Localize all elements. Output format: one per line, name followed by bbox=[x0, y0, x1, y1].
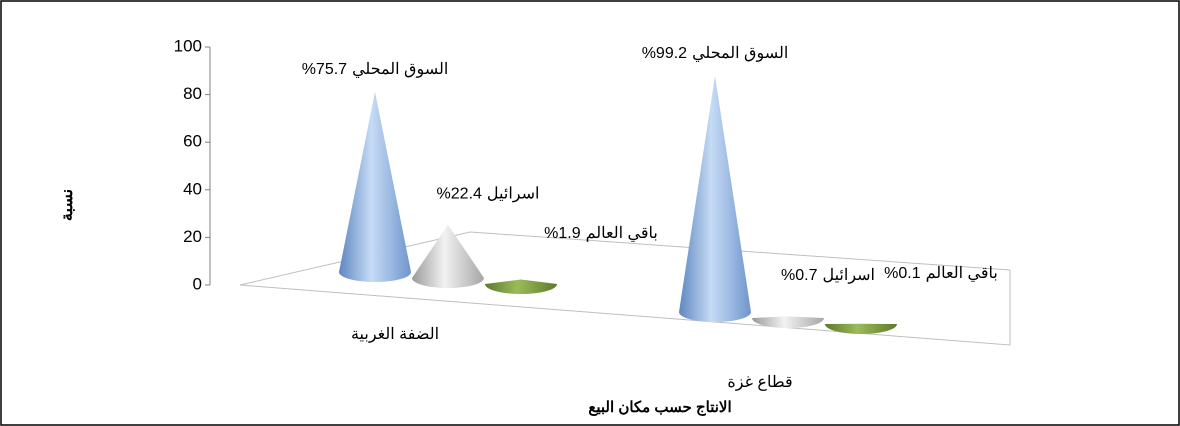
y-tick-label: 80 bbox=[183, 84, 202, 103]
x-tick-label: الضفة الغربية bbox=[351, 326, 439, 343]
floor-front bbox=[239, 270, 1011, 346]
x-tick-label: قطاع غزة bbox=[727, 374, 792, 391]
cone bbox=[339, 91, 411, 282]
cone bbox=[679, 75, 751, 323]
y-tick-label: 0 bbox=[193, 274, 202, 293]
y-tick-label: 100 bbox=[174, 36, 202, 55]
data-label: %75.7 السوق المحلي bbox=[302, 61, 449, 78]
data-label-value: %0.1 bbox=[884, 265, 921, 282]
data-label-value: %0.7 bbox=[781, 267, 818, 284]
data-label: %0.1 باقي العالم bbox=[884, 265, 998, 282]
data-label-value: %1.9 bbox=[544, 225, 581, 242]
data-label-series: باقي العالم bbox=[586, 225, 658, 242]
cone bbox=[485, 279, 557, 294]
data-label-series: السوق المحلي bbox=[352, 61, 448, 78]
y-tick-label: 40 bbox=[183, 179, 202, 198]
data-label-series: باقي العالم bbox=[926, 265, 998, 282]
data-label-series: اسرائيل bbox=[487, 186, 540, 203]
data-label-series: اسرائيل bbox=[822, 267, 875, 284]
y-tick-label: 20 bbox=[183, 227, 202, 246]
data-label-value: %99.2 bbox=[642, 45, 687, 62]
y-tick-label: 60 bbox=[183, 132, 202, 151]
data-label-series: السوق المحلي bbox=[692, 45, 788, 62]
cone bbox=[752, 316, 824, 328]
floor-back bbox=[239, 231, 1011, 286]
data-label: %1.9 باقي العالم bbox=[544, 225, 658, 242]
cone bbox=[412, 224, 484, 288]
y-axis-title: نسبة bbox=[59, 189, 76, 221]
data-label: %99.2 السوق المحلي bbox=[642, 45, 789, 62]
data-label-value: %22.4 bbox=[437, 186, 482, 203]
data-label: %22.4 اسرائيل bbox=[437, 186, 540, 203]
cone bbox=[825, 323, 897, 334]
x-axis-title: الانتاج حسب مكان البيع bbox=[588, 399, 731, 416]
data-label: %0.7 اسرائيل bbox=[781, 267, 875, 284]
data-label-value: %75.7 bbox=[302, 61, 347, 78]
